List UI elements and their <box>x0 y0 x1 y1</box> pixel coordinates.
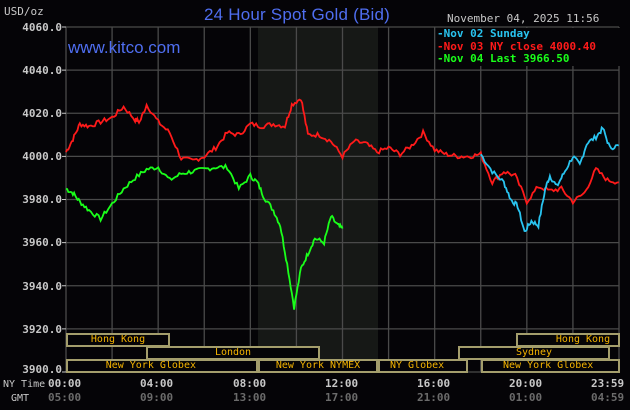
chart-timestamp: November 04, 2025 11:56 <box>447 12 600 25</box>
legend-label: Nov 03 NY close 4000.40 <box>443 39 596 53</box>
chart-title-text: 24 Hour Spot Gold (Bid) <box>203 5 391 24</box>
tick-marks <box>62 26 66 373</box>
x-tick-gmt-1700: 17:00 <box>325 391 359 404</box>
series-nov03-line <box>65 98 619 206</box>
x-tick-gmt-0459: 04:59 <box>591 391 625 404</box>
session-new-york-globex-2: New York Globex <box>481 359 620 373</box>
chart-title: 24 Hour Spot Gold (Bid) <box>0 5 630 25</box>
legend-item-nov03: -Nov 03 NY close 4000.40 <box>437 39 596 53</box>
x-tick-ny-0000: 00:00 <box>48 377 82 390</box>
y-tick-3980: 3980.0 <box>22 193 62 206</box>
legend-label: Nov 02 Sunday <box>443 27 530 40</box>
grid-lines <box>65 26 620 373</box>
session-label: New York NYMEX <box>275 360 361 371</box>
y-tick-3960: 3960.0 <box>22 236 62 249</box>
session-ny-globex: NY Globex <box>378 359 468 373</box>
session-label: Hong Kong <box>555 334 611 345</box>
session-label: New York Globex <box>503 360 594 371</box>
session-label: London <box>214 347 252 358</box>
y-tick-3900: 3900.0 <box>22 363 62 376</box>
x-tick-ny-0400: 04:00 <box>140 377 174 390</box>
session-new-york-globex-1: New York Globex <box>66 359 258 373</box>
y-tick-4040: 4040.0 <box>22 64 62 77</box>
ny-time-axis-label: NY Time <box>3 379 46 390</box>
x-tick-gmt-0100: 01:00 <box>509 391 543 404</box>
x-tick-gmt-2100: 21:00 <box>417 391 451 404</box>
x-tick-ny-2359: 23:59 <box>591 377 625 390</box>
x-tick-gmt-0900: 09:00 <box>140 391 174 404</box>
y-tick-4000: 4000.0 <box>22 150 62 163</box>
session-label: NY Globex <box>390 360 445 371</box>
x-tick-ny-2000: 20:00 <box>509 377 543 390</box>
x-tick-ny-1200: 12:00 <box>325 377 359 390</box>
legend-item-nov04: -Nov 04 Last 3966.50 <box>437 52 570 65</box>
y-tick-4020: 4020.0 <box>22 107 62 120</box>
legend-item-nov02: -Nov 02 Sunday <box>437 27 530 40</box>
y-axis-unit-label: USD/oz <box>4 5 44 18</box>
x-tick-gmt-1300: 13:00 <box>233 391 267 404</box>
x-tick-ny-1600: 16:00 <box>417 377 451 390</box>
session-label: Hong Kong <box>90 334 146 345</box>
kitco-watermark-link[interactable]: www.kitco.com <box>68 38 181 57</box>
y-tick-3920: 3920.0 <box>22 323 62 336</box>
session-sydney: Sydney <box>458 346 610 360</box>
session-label: Sydney <box>515 347 553 358</box>
session-hong-kong-2: Hong Kong <box>516 333 620 347</box>
y-tick-3940: 3940.0 <box>22 280 62 293</box>
session-label: New York Globex <box>105 360 196 371</box>
y-tick-4060: 4060.0 <box>22 21 62 34</box>
session-london: London <box>146 346 320 360</box>
series-nov02-line <box>480 125 620 233</box>
chart-legend: -Nov 02 Sunday -Nov 03 NY close 4000.40 … <box>437 28 621 66</box>
series-nov04-line <box>65 162 344 310</box>
gmt-axis-label: GMT <box>11 393 30 404</box>
x-tick-ny-0800: 08:00 <box>233 377 267 390</box>
session-new-york-nymex: New York NYMEX <box>258 359 378 373</box>
legend-label: Nov 04 Last 3966.50 <box>443 52 570 65</box>
x-tick-gmt-0500: 05:00 <box>48 391 82 404</box>
session-hong-kong-1: Hong Kong <box>66 333 170 347</box>
